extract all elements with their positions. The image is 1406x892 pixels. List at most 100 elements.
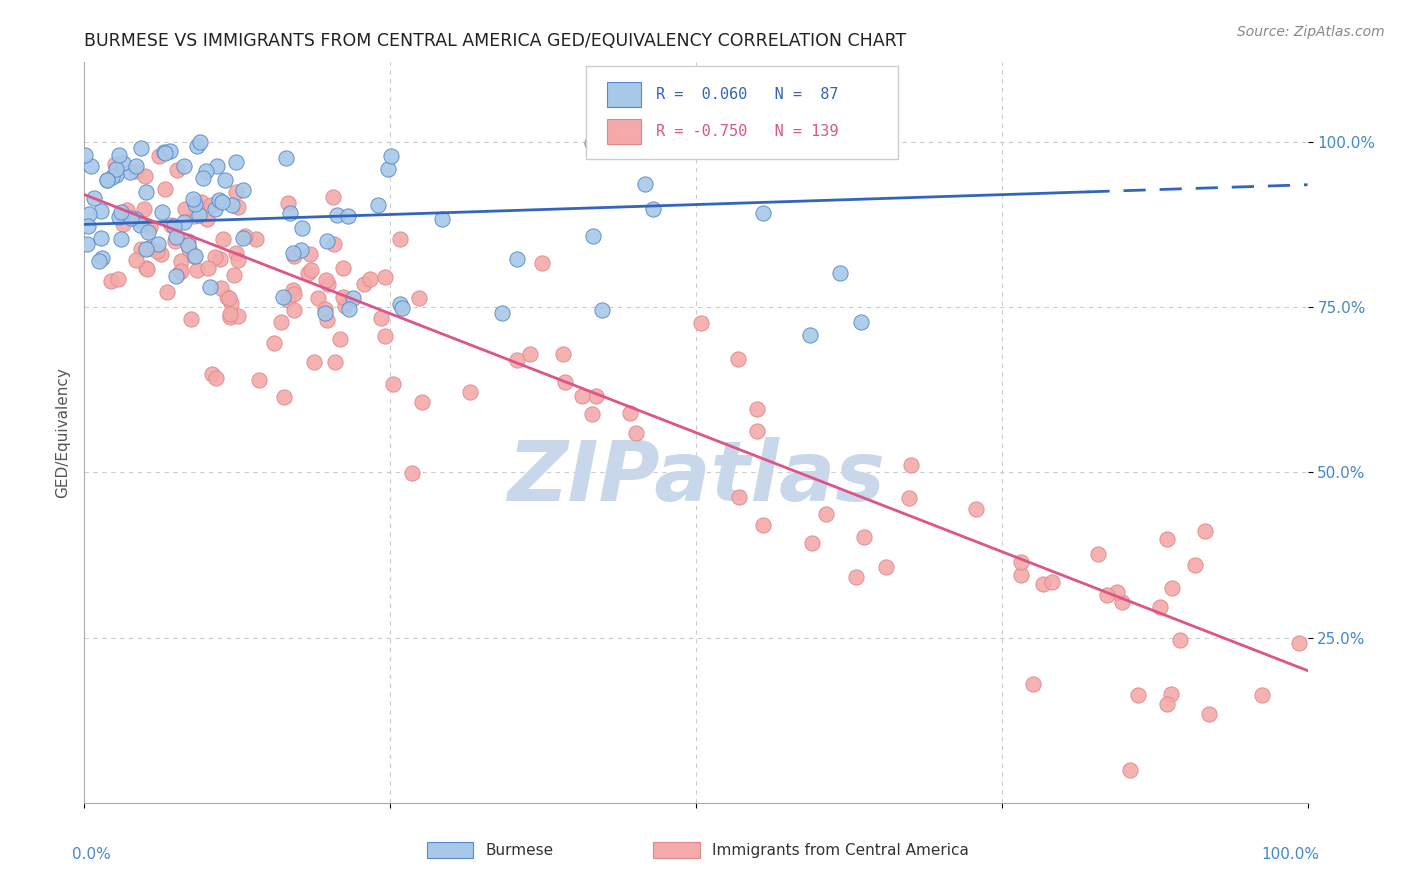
Point [291,221,314,235]
Point [342,291,364,305]
Point [506,252,529,266]
Point [174,202,197,216]
Point [727,351,749,366]
Point [318,277,340,291]
Point [1032,576,1054,591]
Point [75,147,97,161]
Point [160,218,183,232]
Point [408,291,430,305]
Point [132,202,155,216]
Point [219,296,242,310]
Point [247,373,270,387]
Point [233,229,256,244]
Point [391,301,413,316]
Point [169,253,191,268]
Point [180,312,202,326]
Point [745,425,768,439]
Point [188,135,211,149]
Point [298,247,321,261]
Point [129,141,152,155]
Point [1160,582,1182,596]
Point [100,274,122,288]
Point [1184,558,1206,572]
Point [149,247,172,261]
Point [332,260,354,275]
Point [177,237,200,252]
Point [215,290,238,304]
Point [634,177,657,191]
Point [1022,676,1045,690]
Point [328,332,350,346]
Point [135,185,157,199]
Text: BURMESE VS IMMIGRANTS FROM CENTRAL AMERICA GED/EQUIVALENCY CORRELATION CHART: BURMESE VS IMMIGRANTS FROM CENTRAL AMERI… [84,32,907,50]
Point [186,263,208,277]
Point [1156,697,1178,711]
Point [506,353,529,368]
Point [195,211,218,226]
Point [411,395,433,409]
Point [554,375,576,389]
Point [115,202,138,217]
Point [148,236,170,251]
Point [187,208,209,222]
Point [138,241,160,255]
Point [388,232,411,246]
Point [103,157,125,171]
Point [752,205,775,219]
Point [281,283,304,297]
Point [136,261,159,276]
Text: 0.0%: 0.0% [72,847,111,863]
Point [225,155,247,169]
Text: ZIPatlas: ZIPatlas [508,436,884,517]
Point [204,202,226,216]
Point [728,490,751,504]
Point [110,204,132,219]
Point [323,355,346,369]
Text: R = -0.750   N = 139: R = -0.750 N = 139 [655,124,838,139]
Point [276,151,298,165]
Point [183,249,205,263]
Point [531,256,554,270]
Point [198,280,221,294]
Point [337,302,360,317]
Point [1251,688,1274,702]
Point [315,313,337,327]
Point [77,206,100,220]
Point [125,252,148,267]
Point [163,234,186,248]
Point [965,502,987,516]
Point [159,144,181,158]
Point [226,253,249,268]
Point [277,293,299,307]
Point [218,307,240,321]
Point [205,371,228,385]
Point [283,287,305,301]
Point [195,164,218,178]
Point [1156,532,1178,546]
Text: 100.0%: 100.0% [1261,847,1320,863]
Point [156,285,179,299]
Point [325,208,347,222]
Point [80,159,103,173]
Point [224,268,246,283]
Point [105,162,128,177]
Point [1160,688,1182,702]
Point [374,270,396,285]
Point [225,185,247,199]
Point [322,190,344,204]
Point [315,272,337,286]
Text: Immigrants from Central America: Immigrants from Central America [711,843,969,858]
Point [209,281,232,295]
Point [166,162,188,177]
Point [374,329,396,343]
Point [155,146,177,161]
Text: R =  0.060   N =  87: R = 0.060 N = 87 [655,87,838,102]
Point [752,518,775,533]
Point [283,302,305,317]
Point [591,302,613,317]
Point [173,214,195,228]
Point [110,231,132,245]
Point [551,347,574,361]
Point [101,169,124,184]
Point [273,390,295,404]
